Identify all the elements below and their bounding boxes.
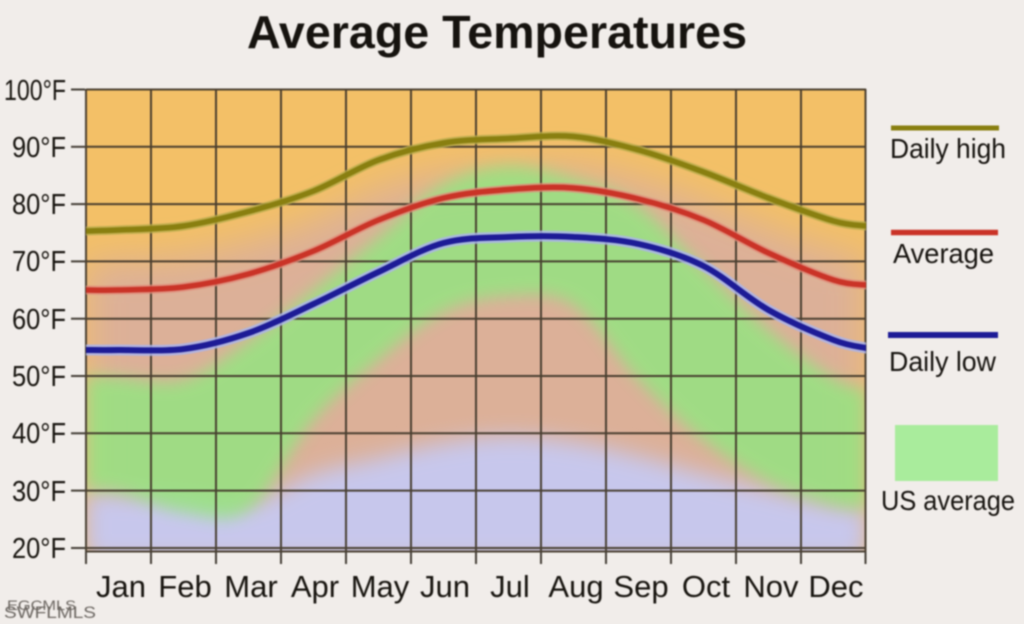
svg-text:Mar: Mar — [224, 569, 277, 604]
svg-text:Dec: Dec — [808, 569, 863, 604]
svg-text:70°F: 70°F — [12, 246, 66, 278]
svg-text:Sep: Sep — [613, 569, 668, 604]
svg-text:Feb: Feb — [158, 569, 211, 604]
svg-text:Jul: Jul — [490, 569, 530, 604]
svg-text:Daily high: Daily high — [890, 133, 1006, 164]
svg-text:Average: Average — [893, 238, 994, 269]
svg-text:Oct: Oct — [682, 569, 731, 604]
svg-text:30°F: 30°F — [12, 476, 66, 508]
svg-text:EGCMLS: EGCMLS — [7, 597, 76, 613]
svg-text:80°F: 80°F — [12, 189, 66, 221]
svg-text:40°F: 40°F — [12, 418, 66, 450]
svg-text:Jan: Jan — [96, 569, 146, 604]
svg-text:May: May — [351, 569, 410, 604]
svg-text:US average: US average — [881, 485, 1015, 516]
svg-text:Aug: Aug — [548, 569, 603, 604]
svg-text:60°F: 60°F — [12, 304, 66, 336]
svg-text:Apr: Apr — [291, 569, 339, 604]
svg-text:Daily low: Daily low — [889, 346, 997, 377]
svg-text:SWFLMLS: SWFLMLS — [4, 603, 96, 622]
svg-text:90°F: 90°F — [12, 132, 66, 164]
svg-text:Average Temperatures: Average Temperatures — [247, 6, 747, 58]
svg-text:20°F: 20°F — [12, 533, 66, 565]
svg-text:Jun: Jun — [420, 569, 470, 604]
svg-text:50°F: 50°F — [12, 361, 66, 393]
svg-text:Nov: Nov — [743, 569, 799, 604]
svg-text:100°F: 100°F — [4, 75, 66, 107]
